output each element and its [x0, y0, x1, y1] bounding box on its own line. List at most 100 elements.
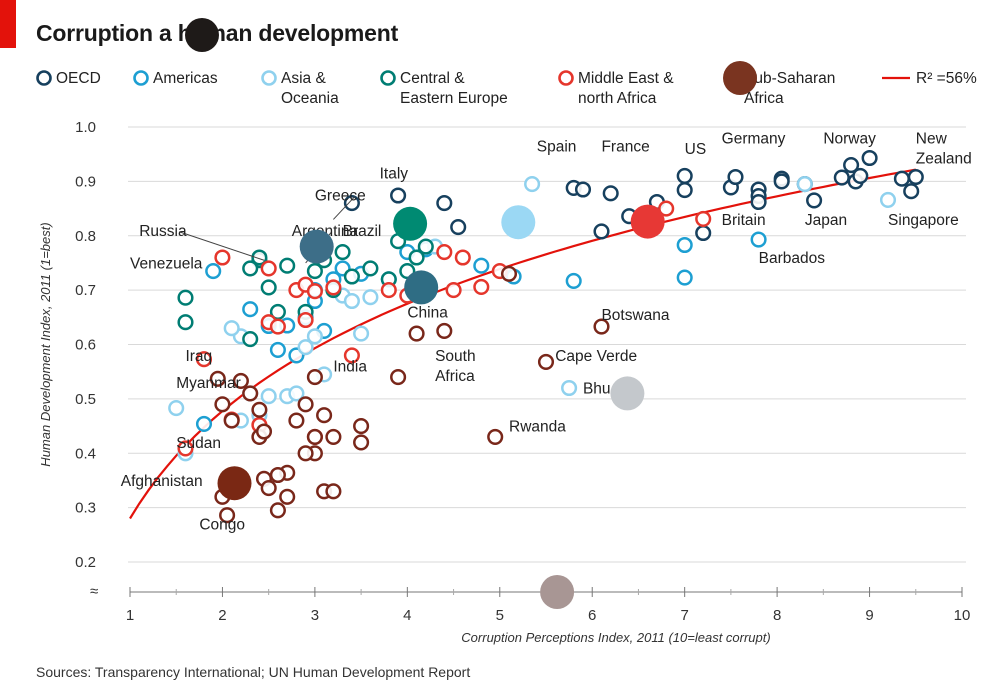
data-point [436, 244, 453, 261]
data-point [209, 370, 226, 387]
country-label: South Africa [435, 348, 476, 385]
data-point [223, 412, 240, 429]
country-label: Bhu [583, 380, 611, 397]
overlay-dot [404, 270, 439, 305]
data-points [168, 149, 924, 524]
x-tick-label: 9 [865, 607, 873, 624]
x-tick-label: 6 [588, 607, 596, 624]
country-label: Rwanda [509, 419, 566, 436]
data-point [306, 428, 323, 445]
brand-bar [0, 0, 16, 48]
axis-break-mark: ≈ [90, 583, 98, 600]
data-point [251, 401, 268, 418]
data-point [695, 224, 712, 242]
data-point [445, 282, 462, 299]
trend-line [129, 168, 916, 520]
data-point [242, 301, 259, 318]
data-point [806, 192, 823, 209]
data-point [676, 236, 693, 254]
data-point [232, 372, 249, 389]
data-point [205, 263, 222, 280]
y-axis-label: Human Development Index, 2011 (1=best) [38, 222, 53, 466]
data-point [436, 195, 453, 212]
x-tick-label: 4 [403, 607, 411, 624]
data-point [343, 292, 360, 310]
annotations: Russia ArgentinaVenezuelaGreeceItalyBrazi… [121, 130, 972, 533]
data-point [260, 388, 277, 405]
overlay-dot [299, 229, 334, 264]
y-tick-label: 0.5 [75, 391, 96, 408]
data-point [279, 488, 296, 505]
data-point [214, 396, 231, 413]
data-point [306, 328, 323, 345]
data-point [380, 282, 397, 299]
country-label: US [685, 141, 707, 158]
data-point [353, 418, 370, 435]
data-point [251, 249, 268, 266]
data-point [500, 265, 518, 282]
data-point [343, 195, 360, 212]
country-label: India [333, 359, 367, 376]
data-point [177, 314, 194, 331]
data-point [473, 257, 490, 274]
country-label: Barbados [759, 250, 826, 267]
data-point [223, 320, 240, 337]
country-label: Afghanistan [121, 473, 203, 490]
x-tick-label: 10 [954, 607, 971, 624]
overlay-dot [610, 376, 645, 411]
country-label: Brazil [343, 223, 382, 240]
legend-label: R² =56% [916, 70, 977, 87]
country-label: Sudan [176, 435, 221, 452]
country-label: Cape Verde [555, 348, 637, 365]
data-point [450, 219, 467, 236]
data-point [408, 249, 425, 266]
country-label: Venezuela [130, 255, 203, 272]
data-point [750, 193, 767, 211]
data-point [727, 168, 744, 186]
y-tick-label: 0.3 [75, 500, 96, 517]
x-axis-label: Corruption Perceptions Index, 2011 (10=l… [461, 630, 770, 645]
legend-marker [558, 70, 574, 86]
data-point [242, 260, 259, 277]
data-point [773, 173, 790, 190]
data-point [195, 351, 213, 368]
overlay-dot [393, 206, 428, 241]
legend-label: Sub-Saharan Africa [744, 70, 835, 107]
data-point [353, 325, 370, 342]
data-point [306, 263, 323, 280]
annotation-leader [333, 196, 356, 220]
data-point [219, 507, 236, 524]
data-point [436, 322, 453, 339]
data-point [473, 278, 490, 295]
data-point [353, 434, 370, 451]
data-point [843, 157, 860, 174]
country-label: Singapore [888, 212, 959, 229]
grid [128, 126, 966, 563]
country-label: Britain [722, 212, 766, 229]
x-tick-label: 7 [680, 607, 688, 624]
data-point [279, 257, 296, 274]
annotation-leader [179, 231, 265, 261]
data-point [362, 289, 379, 306]
data-point [861, 149, 878, 167]
country-label: China [407, 304, 448, 321]
data-point [362, 260, 379, 277]
data-point [242, 385, 259, 402]
data-point [255, 423, 273, 440]
legend-label: Middle East & north Africa [578, 70, 674, 107]
data-point [893, 170, 910, 187]
data-point [561, 379, 578, 397]
data-point [297, 396, 314, 413]
data-point [750, 231, 767, 248]
country-label: France [601, 138, 649, 155]
x-tick-label: 5 [496, 607, 504, 624]
legend-label: Asia & Oceania [281, 70, 339, 107]
data-point [487, 428, 504, 445]
country-label: Myanmar [176, 375, 241, 392]
data-point [343, 268, 360, 285]
country-label: Spain [537, 138, 577, 155]
data-point [325, 428, 342, 445]
data-point [537, 353, 555, 370]
data-point [390, 187, 407, 204]
